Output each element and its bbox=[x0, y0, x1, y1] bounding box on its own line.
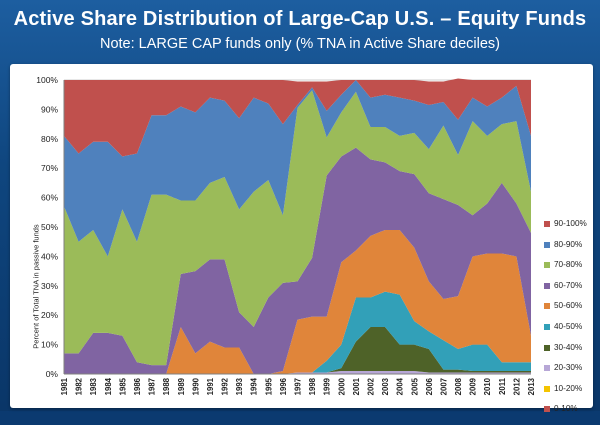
legend-label: 80-90% bbox=[554, 239, 583, 249]
legend-swatch bbox=[544, 282, 550, 289]
y-tick-label: 90% bbox=[41, 104, 58, 114]
legend-item: 20-30% bbox=[544, 363, 600, 384]
area-series-60-70 bbox=[64, 147, 531, 374]
area-series-30-40 bbox=[64, 326, 531, 374]
y-tick-label: 30% bbox=[41, 281, 58, 291]
area-series-40-50 bbox=[64, 291, 531, 374]
y-tick-label: 100% bbox=[36, 75, 58, 85]
area-series-70-80 bbox=[64, 90, 531, 366]
x-tick-label: 1991 bbox=[206, 377, 215, 395]
x-tick-label: 1999 bbox=[323, 377, 332, 395]
legend-swatch bbox=[544, 323, 550, 330]
legend-swatch bbox=[544, 303, 550, 310]
legend-label: 0-10% bbox=[554, 404, 578, 414]
y-tick-label: 10% bbox=[41, 340, 58, 350]
x-tick-label: 1994 bbox=[250, 377, 259, 395]
area-series-90-100 bbox=[64, 78, 531, 157]
x-tick-label: 2001 bbox=[352, 377, 361, 395]
legend-item: 10-20% bbox=[544, 384, 600, 405]
legend-item: 30-40% bbox=[544, 343, 600, 364]
x-tick-label: 2010 bbox=[483, 377, 492, 395]
x-tick-label: 2008 bbox=[454, 377, 463, 395]
legend-label: 20-30% bbox=[554, 363, 583, 373]
x-tick-label: 1992 bbox=[221, 377, 230, 395]
y-tick-label: 40% bbox=[41, 251, 58, 261]
legend-label: 10-20% bbox=[554, 383, 583, 393]
x-tick-label: 1997 bbox=[294, 378, 303, 395]
slide-background: Active Share Distribution of Large-Cap U… bbox=[0, 0, 600, 413]
x-tick-label: 2011 bbox=[498, 377, 507, 395]
y-tick-label: 20% bbox=[41, 310, 58, 320]
legend-label: 50-60% bbox=[554, 301, 583, 311]
legend-swatch bbox=[544, 406, 550, 413]
legend-item: 60-70% bbox=[544, 281, 600, 302]
x-tick-label: 1988 bbox=[162, 377, 171, 395]
x-tick-label: 1996 bbox=[279, 377, 288, 395]
legend-swatch bbox=[544, 344, 550, 351]
legend-label: 60-70% bbox=[554, 280, 583, 290]
x-tick-label: 1987 bbox=[148, 378, 157, 395]
x-tick-label: 2003 bbox=[381, 377, 390, 395]
x-tick-label: 2006 bbox=[425, 377, 434, 395]
legend-swatch bbox=[544, 262, 550, 269]
legend-swatch bbox=[544, 365, 550, 372]
x-tick-label: 1995 bbox=[264, 377, 273, 395]
slide-subtitle: Note: LARGE CAP funds only (% TNA in Act… bbox=[99, 36, 500, 52]
x-tick-label: 1985 bbox=[118, 377, 127, 395]
x-tick-label: 2000 bbox=[337, 377, 346, 395]
x-tick-label: 2009 bbox=[469, 377, 478, 395]
x-tick-label: 1993 bbox=[235, 377, 244, 395]
x-tick-label: 2002 bbox=[366, 377, 375, 395]
legend-item: 70-80% bbox=[544, 260, 600, 281]
y-tick-label: 50% bbox=[41, 222, 58, 232]
legend-item: 80-90% bbox=[544, 240, 600, 261]
legend-label: 40-50% bbox=[554, 321, 583, 331]
x-tick-label: 2012 bbox=[512, 377, 521, 395]
legend-item: 40-50% bbox=[544, 322, 600, 343]
y-tick-label: 80% bbox=[41, 134, 58, 144]
x-tick-label: 2013 bbox=[527, 377, 536, 395]
legend-swatch bbox=[544, 385, 550, 392]
slide-title: Active Share Distribution of Large-Cap U… bbox=[13, 8, 587, 30]
area-series-50-60 bbox=[64, 229, 531, 374]
x-tick-label: 1998 bbox=[308, 377, 317, 395]
y-tick-label: 70% bbox=[41, 163, 58, 173]
y-tick-label: 60% bbox=[41, 193, 58, 203]
x-tick-label: 1990 bbox=[191, 377, 200, 395]
legend-label: 90-100% bbox=[554, 219, 587, 228]
x-tick-label: 1983 bbox=[89, 377, 98, 395]
legend-item: 90-100% bbox=[544, 219, 600, 240]
legend-item: 0-10% bbox=[544, 404, 600, 425]
legend-item: 50-60% bbox=[544, 301, 600, 322]
legend-label: 30-40% bbox=[554, 342, 583, 352]
area-chart: 0% 10% 20% 30% 40% 50% 60% 70% 80% 90% 100% 1981 198… bbox=[36, 75, 536, 395]
x-tick-label: 1986 bbox=[133, 377, 142, 395]
legend-swatch bbox=[544, 221, 550, 227]
legend-label: 70-80% bbox=[554, 260, 583, 270]
chart-legend: 90-100% 80-90% 70-80% 60-70% 50-60% 40-50% 30-… bbox=[544, 219, 600, 425]
chart-panel: Percent of Total TNA in passive funds 0%… bbox=[10, 64, 593, 413]
y-tick-label: 0% bbox=[46, 369, 59, 379]
area-series-80-90 bbox=[64, 80, 531, 257]
x-tick-label: 1981 bbox=[60, 377, 69, 395]
x-tick-label: 1984 bbox=[104, 377, 113, 395]
x-tick-label: 2007 bbox=[439, 378, 448, 395]
legend-swatch bbox=[544, 241, 550, 248]
x-tick-label: 2004 bbox=[396, 377, 405, 395]
x-tick-label: 2005 bbox=[410, 377, 419, 395]
x-tick-label: 1989 bbox=[177, 377, 186, 395]
x-tick-label: 1982 bbox=[75, 377, 84, 395]
